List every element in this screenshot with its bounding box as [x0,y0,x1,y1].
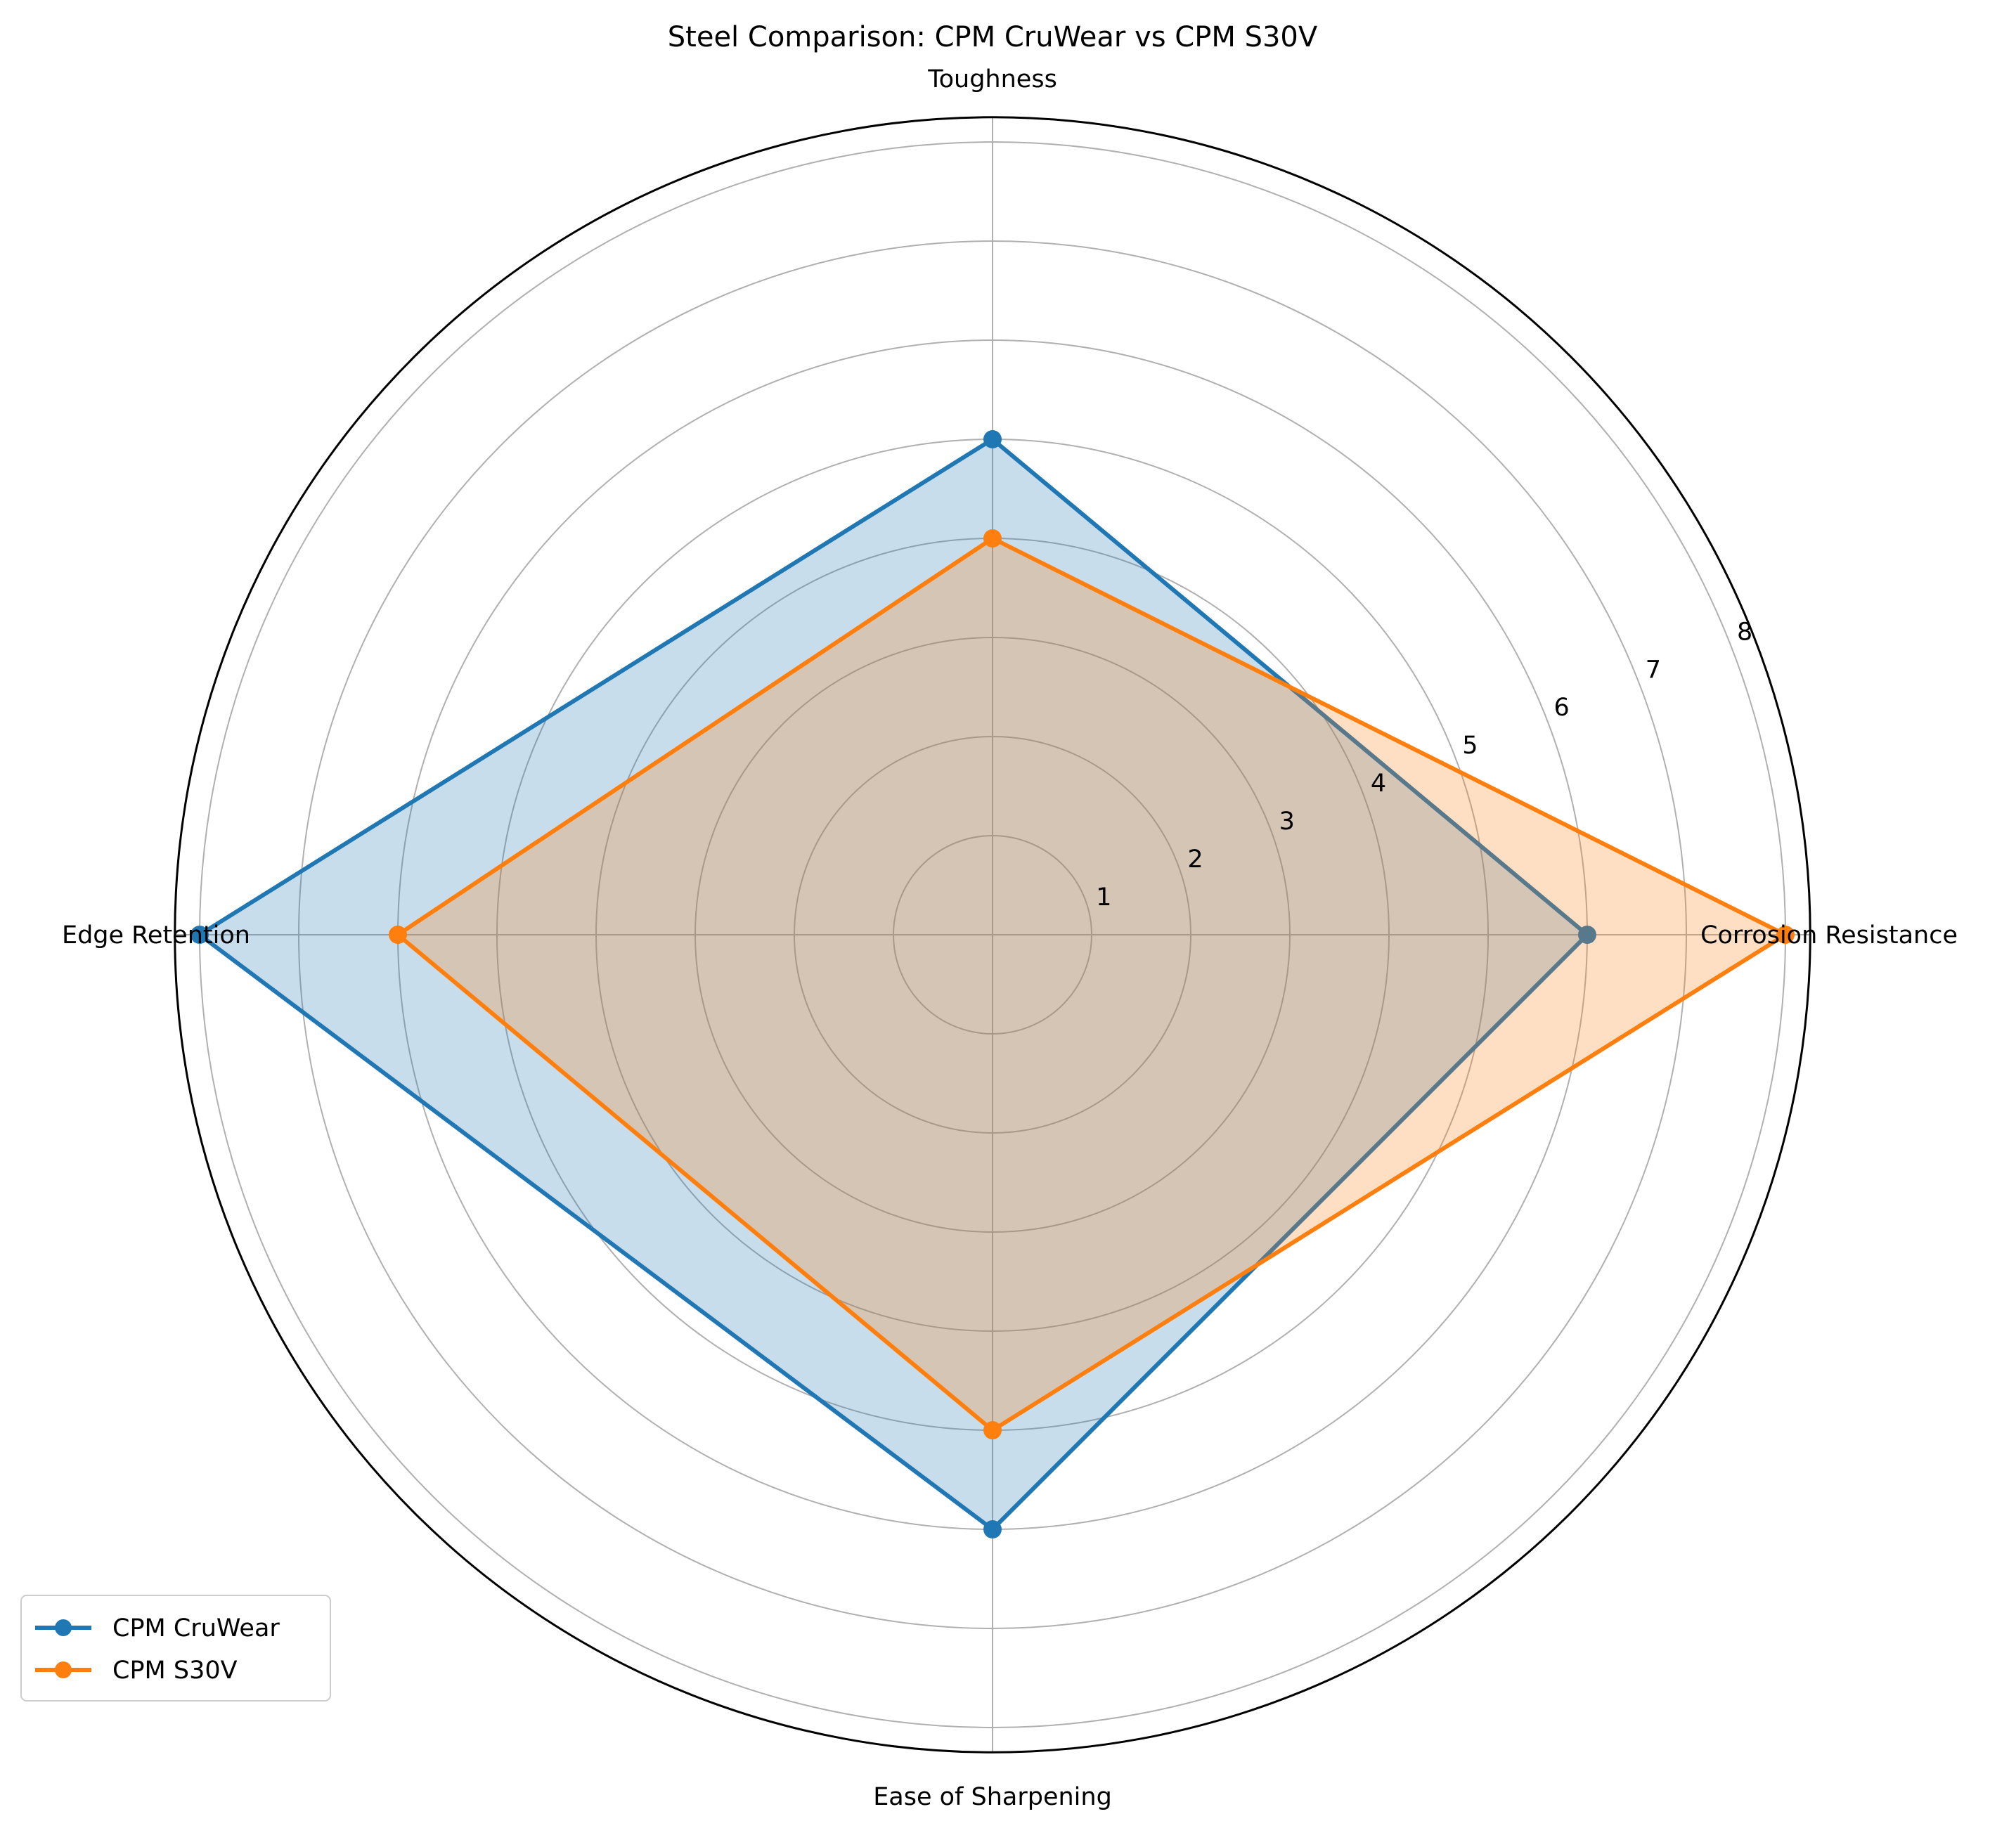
axis-label-1: Toughness [927,65,1057,93]
tick-label-6: 6 [1553,694,1569,722]
legend-label-0: CPM CruWear [112,1614,280,1642]
tick-label-5: 5 [1462,732,1478,760]
series-fill-0 [200,439,1587,1529]
tick-label-4: 4 [1371,770,1386,798]
series-0-point-0 [1578,926,1596,944]
radial-tick-labels: 1 2 3 4 5 6 7 8 [1096,618,1752,912]
series-0-point-3 [983,1520,1002,1538]
series-1-point-1 [983,529,1002,547]
legend-marker-1 [55,1661,72,1678]
tick-label-1: 1 [1096,883,1111,912]
tick-label-2: 2 [1187,845,1203,874]
legend-marker-0 [55,1619,72,1636]
tick-label-3: 3 [1279,808,1295,836]
series-1-point-0 [1776,926,1795,944]
series-layer [174,116,1811,1754]
axis-label-2: Edge Retention [62,921,250,950]
outer-frame [174,116,1811,1754]
series-1-point-3 [983,1421,1002,1439]
tick-label-8: 8 [1737,618,1752,646]
axis-label-0: Corrosion Resistance [1700,921,1958,950]
legend: CPM CruWear CPM S30V [20,1595,331,1702]
axis-labels: Corrosion Resistance Toughness Edge Retent… [62,65,1958,1811]
series-0-point-2 [190,926,209,944]
chart-title: Steel Comparison: CPM CruWear vs CPM S30… [668,21,1318,53]
tick-label-7: 7 [1646,656,1661,684]
legend-label-1: CPM S30V [112,1657,238,1685]
series-1-point-2 [389,926,407,944]
series-fill-1 [398,538,1785,1430]
legend-box [20,1595,331,1702]
series-0-point-1 [983,430,1002,448]
axis-label-3: Ease of Sharpening [873,1783,1112,1811]
